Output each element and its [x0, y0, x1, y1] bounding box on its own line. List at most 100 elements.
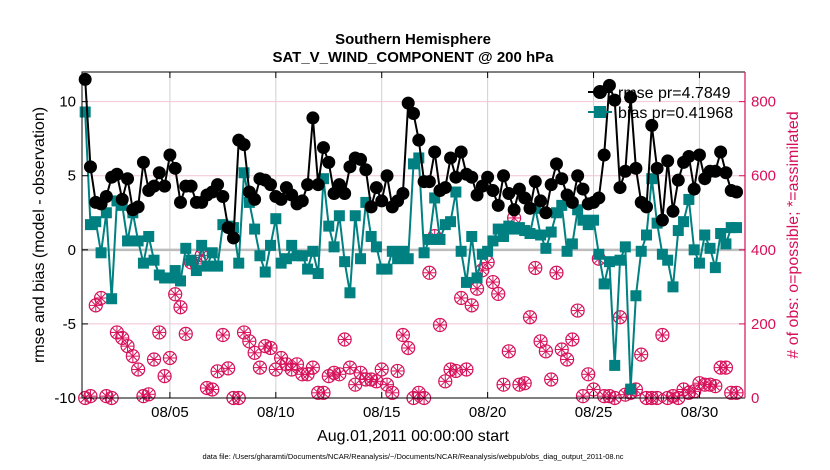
rmse-point	[454, 145, 468, 159]
bias-point	[328, 241, 340, 253]
rmse-point	[481, 170, 495, 184]
rmse-point	[184, 179, 198, 193]
bias-point	[688, 244, 700, 256]
obs-point	[432, 317, 448, 333]
obs-assimilated-marker	[302, 369, 313, 379]
bias-point	[625, 383, 637, 395]
rmse-point	[624, 90, 638, 104]
obs-possible-marker	[544, 372, 559, 387]
bias-point	[455, 245, 467, 257]
obs-possible-marker	[655, 327, 670, 343]
bias-point	[593, 248, 605, 260]
bias-point	[397, 245, 409, 257]
obs-assimilated-marker	[578, 391, 588, 401]
obs-possible-marker	[729, 385, 744, 400]
obs-assimilated-marker	[149, 354, 159, 365]
obs-point	[210, 364, 225, 379]
obs-possible-marker	[221, 361, 236, 376]
obs-possible-marker	[549, 265, 564, 280]
obs-possible-marker	[252, 360, 268, 375]
chart-subtitle: SAT_V_WIND_COMPONENT @ 200 hPa	[272, 49, 554, 66]
obs-assimilated-marker	[514, 380, 525, 390]
rmse-point	[264, 178, 278, 192]
bias-point	[487, 235, 499, 247]
obs-assimilated-marker	[657, 330, 667, 340]
obs-possible-marker	[570, 303, 585, 318]
obs-possible-marker	[242, 334, 257, 349]
rmse-point	[396, 187, 410, 201]
x-tick-label: 08/20	[469, 404, 507, 421]
bias-point	[122, 235, 134, 247]
bias-point	[598, 278, 610, 290]
bias-point	[561, 245, 573, 257]
bias-point	[418, 247, 430, 259]
obs-assimilated-marker	[175, 302, 186, 312]
obs-point	[205, 382, 220, 397]
bias-point	[79, 106, 91, 118]
obs-possible-marker	[146, 352, 162, 367]
obs-point	[141, 387, 156, 402]
obs-possible-marker	[517, 376, 532, 391]
rmse-point	[301, 178, 315, 192]
bias-point	[720, 238, 732, 250]
bias-point	[619, 241, 631, 253]
obs-assimilated-marker	[85, 391, 96, 401]
obs-possible-marker	[485, 274, 501, 290]
obs-point	[454, 290, 469, 306]
rmse-point	[608, 93, 622, 107]
bias-point	[466, 230, 478, 242]
y-tick-label: 0	[68, 242, 76, 259]
obs-point	[93, 290, 109, 306]
obs-possible-marker	[305, 360, 320, 375]
obs-possible-marker	[332, 367, 347, 382]
obs-point	[501, 344, 516, 359]
obs-possible-marker	[210, 364, 225, 379]
bias-point	[429, 192, 441, 204]
rmse-point	[78, 72, 92, 86]
bias-point	[233, 257, 245, 269]
bias-point	[365, 230, 377, 242]
rmse-point	[671, 173, 685, 187]
obs-assimilated-marker	[154, 327, 164, 338]
obs-assimilated-marker	[265, 343, 276, 353]
obs-assimilated-marker	[271, 364, 281, 375]
obs-assimilated-marker	[520, 378, 530, 388]
obs-assimilated-marker	[684, 388, 694, 398]
obs-point	[337, 332, 352, 347]
obs-possible-marker	[88, 298, 103, 313]
bias-point	[667, 281, 679, 293]
bias-point	[286, 239, 298, 251]
bias-point	[259, 266, 271, 278]
bias-point	[614, 254, 626, 266]
bias-point	[106, 293, 118, 305]
obs-assimilated-marker	[122, 341, 133, 351]
rmse-point	[486, 184, 500, 198]
obs-assimilated-marker	[588, 384, 599, 395]
obs-point	[586, 382, 601, 397]
rmse-point	[211, 178, 225, 192]
obs-point	[517, 376, 532, 391]
legend: rmse pr=4.7849 bias pr=0.41968	[588, 85, 733, 122]
obs-possible-marker	[438, 374, 453, 389]
rmse-point	[407, 106, 420, 120]
obs-point	[168, 287, 183, 302]
bias-point	[206, 247, 218, 259]
obs-assimilated-marker	[689, 386, 699, 396]
y-right-tick-label: 800	[751, 94, 776, 111]
rmse-point	[730, 185, 744, 199]
y-tick-label: -5	[63, 316, 76, 333]
obs-assimilated-marker	[583, 369, 593, 379]
obs-assimilated-marker	[525, 312, 535, 322]
bias-point	[169, 265, 181, 277]
bias-point	[408, 158, 419, 170]
bias-point	[550, 207, 562, 219]
obs-assimilated-marker	[483, 257, 493, 268]
obs-point	[469, 281, 485, 296]
obs-assimilated-marker	[101, 391, 111, 401]
obs-possible-marker	[491, 286, 506, 302]
obs-point	[634, 347, 649, 362]
bias-point	[423, 233, 435, 245]
rmse-point	[422, 175, 436, 189]
rmse-point	[518, 191, 532, 205]
